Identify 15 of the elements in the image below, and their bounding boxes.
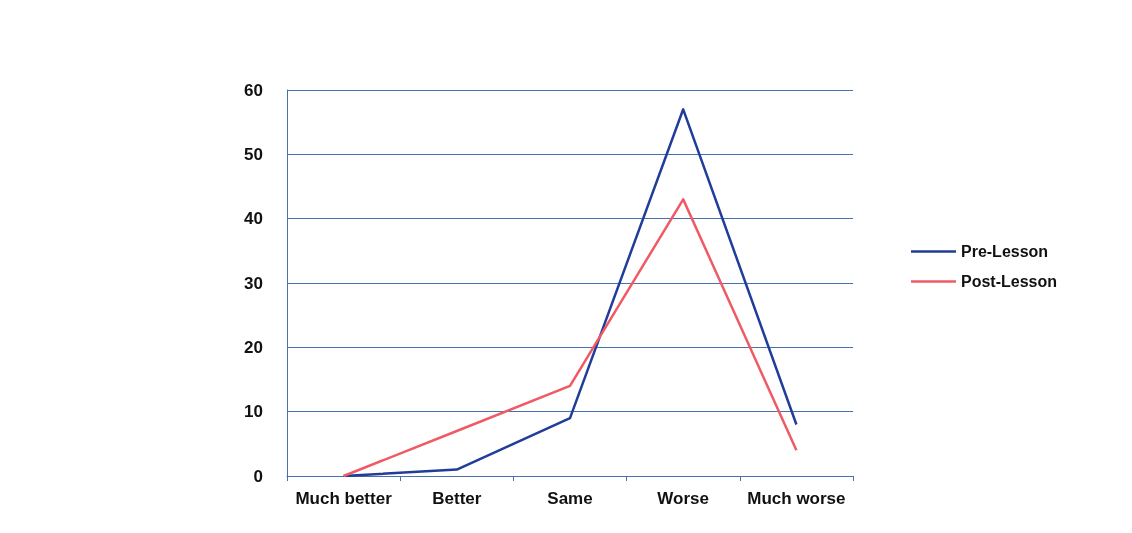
x-tick-label: Worse [657, 489, 710, 508]
legend-label: Pre-Lesson [960, 243, 1049, 260]
y-tick-label: 60 [244, 80, 263, 100]
x-tick-label: Better [432, 489, 482, 508]
y-tick-label: 30 [244, 273, 263, 293]
x-tick-label: Same [547, 489, 593, 508]
x-tick-label: Much worse [747, 489, 846, 508]
y-tick-label: 20 [244, 337, 263, 357]
legend-label: Post-Lesson [960, 273, 1057, 290]
y-tick-label: 50 [244, 144, 263, 164]
y-tick-label: 40 [244, 209, 263, 229]
line-series [342, 198, 798, 478]
x-tick-label: Much better [295, 489, 393, 508]
y-tick-label: 0 [253, 466, 263, 486]
y-tick-label: 10 [244, 402, 263, 422]
